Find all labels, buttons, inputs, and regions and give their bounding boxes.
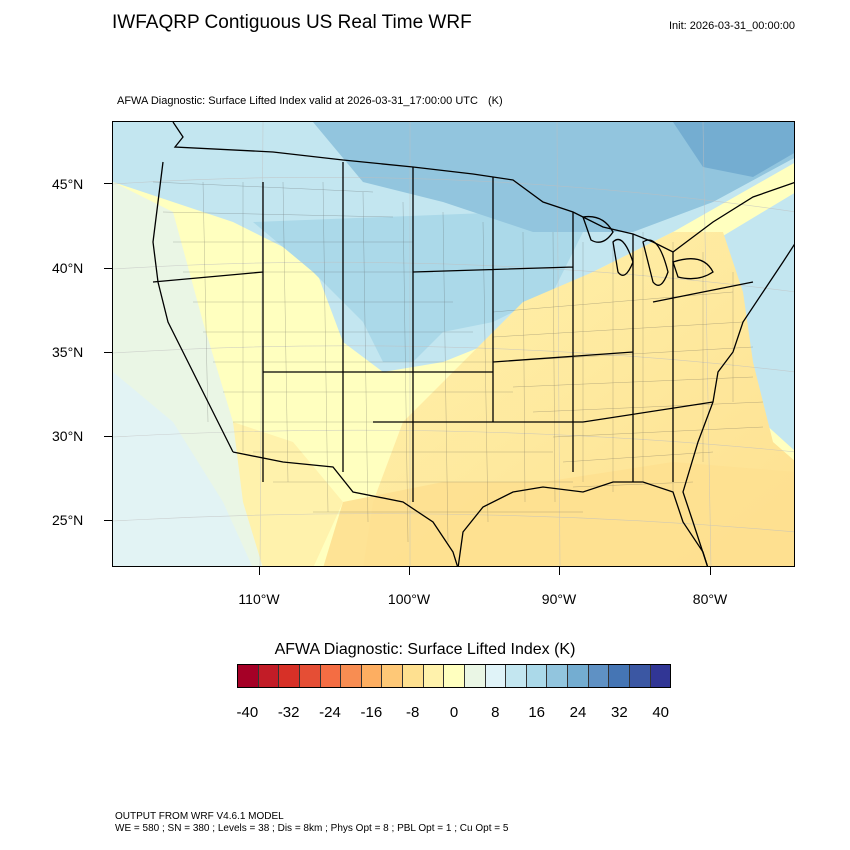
map-field bbox=[113, 122, 794, 566]
colorbar-tick-label: 32 bbox=[610, 704, 628, 721]
colorbar-tick-label: -16 bbox=[360, 704, 383, 721]
colorbar-tick-label: 16 bbox=[528, 704, 545, 721]
colorbar-tick-label: 24 bbox=[569, 704, 587, 721]
model-footer: OUTPUT FROM WRF V4.6.1 MODEL WE = 580 ; … bbox=[115, 811, 508, 835]
lat-tick bbox=[104, 183, 112, 184]
graticule bbox=[113, 122, 794, 566]
colorbar-swatch bbox=[464, 665, 486, 687]
boundaries bbox=[152, 122, 794, 566]
colorbar-swatch bbox=[423, 665, 445, 687]
subtitle: AFWA Diagnostic: Surface Lifted Index va… bbox=[117, 95, 503, 107]
lat-tick bbox=[104, 436, 112, 437]
lon-label-110w: 110°W bbox=[238, 591, 280, 607]
colorbar-swatch bbox=[444, 665, 465, 687]
subtitle-text: AFWA Diagnostic: Surface Lifted Index va… bbox=[117, 95, 478, 107]
colorbar-tick-label: 0 bbox=[449, 704, 459, 721]
lat-label-40n: 40°N bbox=[52, 260, 84, 276]
colorbar-swatch bbox=[320, 665, 342, 687]
lon-tick bbox=[409, 567, 410, 575]
county-mesh bbox=[152, 181, 764, 543]
colorbar-swatch bbox=[526, 665, 548, 687]
lon-tick bbox=[710, 567, 711, 575]
footer-line-1: OUTPUT FROM WRF V4.6.1 MODEL bbox=[115, 811, 284, 822]
lon-label-90w: 90°W bbox=[541, 591, 577, 607]
colorbar-swatch bbox=[299, 665, 321, 687]
colorbar-swatch bbox=[588, 665, 610, 687]
footer-line-2: WE = 580 ; SN = 380 ; Levels = 38 ; Dis … bbox=[115, 823, 509, 834]
colorbar-tick-label: 40 bbox=[652, 704, 669, 721]
colorbar-swatch bbox=[258, 665, 280, 687]
lat-tick bbox=[104, 352, 112, 353]
colorbar-tick-label: -8 bbox=[405, 704, 420, 721]
colorbar-swatch bbox=[568, 665, 589, 687]
field-plains-cool bbox=[253, 212, 583, 362]
colorbar-swatch bbox=[238, 665, 259, 687]
lon-label-100w: 100°W bbox=[387, 591, 431, 607]
colorbar-swatch bbox=[382, 665, 403, 687]
lat-label-35n: 35°N bbox=[52, 344, 84, 360]
lat-label-30n: 30°N bbox=[52, 428, 84, 444]
map-panel bbox=[112, 121, 795, 567]
colorbar-swatch bbox=[403, 665, 424, 687]
map-title: IWFAQRP Contiguous US Real Time WRF bbox=[112, 12, 472, 33]
colorbar-tick-label: -40 bbox=[236, 704, 259, 721]
lat-label-25n: 25°N bbox=[52, 512, 84, 528]
colorbar-title: AFWA Diagnostic: Surface Lifted Index (K… bbox=[274, 641, 576, 658]
lat-tick bbox=[104, 268, 112, 269]
colorbar-swatch bbox=[609, 665, 630, 687]
field-canada-cool bbox=[313, 122, 794, 232]
lon-tick bbox=[259, 567, 260, 575]
colorbar-tick-label: 8 bbox=[491, 704, 500, 721]
lon-tick bbox=[559, 567, 560, 575]
lon-label-80w: 80°W bbox=[692, 591, 728, 607]
colorbar-swatch bbox=[279, 665, 300, 687]
colorbar-swatch bbox=[341, 665, 362, 687]
colorbar-tick-label: -24 bbox=[319, 704, 341, 721]
colorbar-swatch bbox=[629, 665, 651, 687]
field-sw-ocean bbox=[113, 372, 253, 566]
colorbar-swatch bbox=[650, 665, 671, 687]
colorbar-swatch bbox=[361, 665, 383, 687]
colorbar-swatch bbox=[506, 665, 527, 687]
field-atlantic-cool bbox=[713, 193, 794, 451]
colorbar-swatch bbox=[547, 665, 568, 687]
colorbar-tick-label: -32 bbox=[277, 704, 300, 721]
init-time: Init: 2026-03-31_00:00:00 bbox=[669, 20, 795, 32]
colorbar bbox=[237, 664, 671, 688]
field-gulf-warm bbox=[323, 462, 794, 566]
lat-label-45n: 45°N bbox=[52, 176, 84, 192]
colorbar-swatch bbox=[485, 665, 507, 687]
lat-tick bbox=[104, 520, 112, 521]
subtitle-units: (K) bbox=[487, 95, 503, 107]
